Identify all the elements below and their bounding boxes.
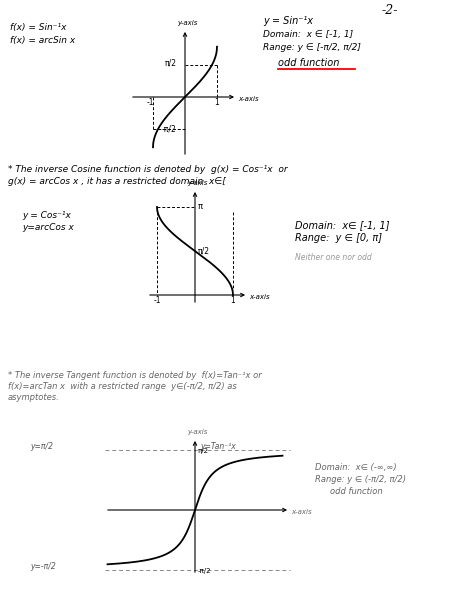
Text: y-axis: y-axis — [187, 180, 207, 186]
Text: -π/2: -π/2 — [198, 568, 211, 573]
Text: -π/2: -π/2 — [162, 124, 176, 133]
Text: Range: y ∈ (-π/2, π/2): Range: y ∈ (-π/2, π/2) — [315, 475, 406, 484]
Text: -1: -1 — [153, 296, 161, 305]
Text: y=-π/2: y=-π/2 — [30, 562, 56, 570]
Text: π/2: π/2 — [165, 59, 177, 68]
Text: y=Tan⁻¹x: y=Tan⁻¹x — [200, 442, 236, 451]
Text: y = Sin⁻¹x: y = Sin⁻¹x — [263, 16, 313, 26]
Text: x-axis: x-axis — [249, 294, 270, 300]
Text: π/2: π/2 — [198, 448, 209, 454]
Text: odd function: odd function — [278, 58, 339, 68]
Text: Domain:  x ∈ [-1, 1]: Domain: x ∈ [-1, 1] — [263, 30, 353, 39]
Text: odd function: odd function — [330, 487, 383, 496]
Text: Neither one nor odd: Neither one nor odd — [295, 253, 372, 262]
Text: 1: 1 — [215, 98, 219, 107]
Text: asymptotes.: asymptotes. — [8, 393, 60, 402]
Text: Range: y ∈ [-π/2, π/2]: Range: y ∈ [-π/2, π/2] — [263, 43, 361, 52]
Text: -2-: -2- — [382, 4, 398, 17]
Text: * The inverse Tangent function is denoted by  f(x)=Tan⁻¹x or: * The inverse Tangent function is denote… — [8, 371, 262, 380]
Text: f(x) = arcSin x: f(x) = arcSin x — [10, 36, 75, 45]
Text: f(x) = Sin⁻¹x: f(x) = Sin⁻¹x — [10, 23, 66, 32]
Text: f(x)=arcTan x  with a restricted range  y∈(-π/2, π/2) as: f(x)=arcTan x with a restricted range y∈… — [8, 382, 237, 391]
Text: * The inverse Cosine function is denoted by  g(x) = Cos⁻¹x  or: * The inverse Cosine function is denoted… — [8, 165, 288, 174]
Text: y-axis: y-axis — [187, 429, 207, 435]
Text: Domain:  x∈ (-∞,∞): Domain: x∈ (-∞,∞) — [315, 463, 397, 472]
Text: y=arcCos x: y=arcCos x — [22, 223, 74, 232]
Text: Domain:  x∈ [-1, 1]: Domain: x∈ [-1, 1] — [295, 220, 390, 230]
Text: Range:  y ∈ [0, π]: Range: y ∈ [0, π] — [295, 233, 382, 243]
Text: y=π/2: y=π/2 — [30, 442, 53, 451]
Text: y = Cos⁻¹x: y = Cos⁻¹x — [22, 211, 71, 220]
Text: y-axis: y-axis — [177, 20, 197, 26]
Text: g(x) = arcCos x , it has a restricted domain  x∈[: g(x) = arcCos x , it has a restricted do… — [8, 177, 226, 186]
Text: x-axis: x-axis — [238, 96, 259, 102]
Text: -1: -1 — [146, 98, 154, 107]
Text: x-axis: x-axis — [291, 509, 311, 515]
Text: 1: 1 — [231, 296, 236, 305]
Text: π/2: π/2 — [198, 246, 210, 255]
Text: π: π — [198, 202, 203, 211]
